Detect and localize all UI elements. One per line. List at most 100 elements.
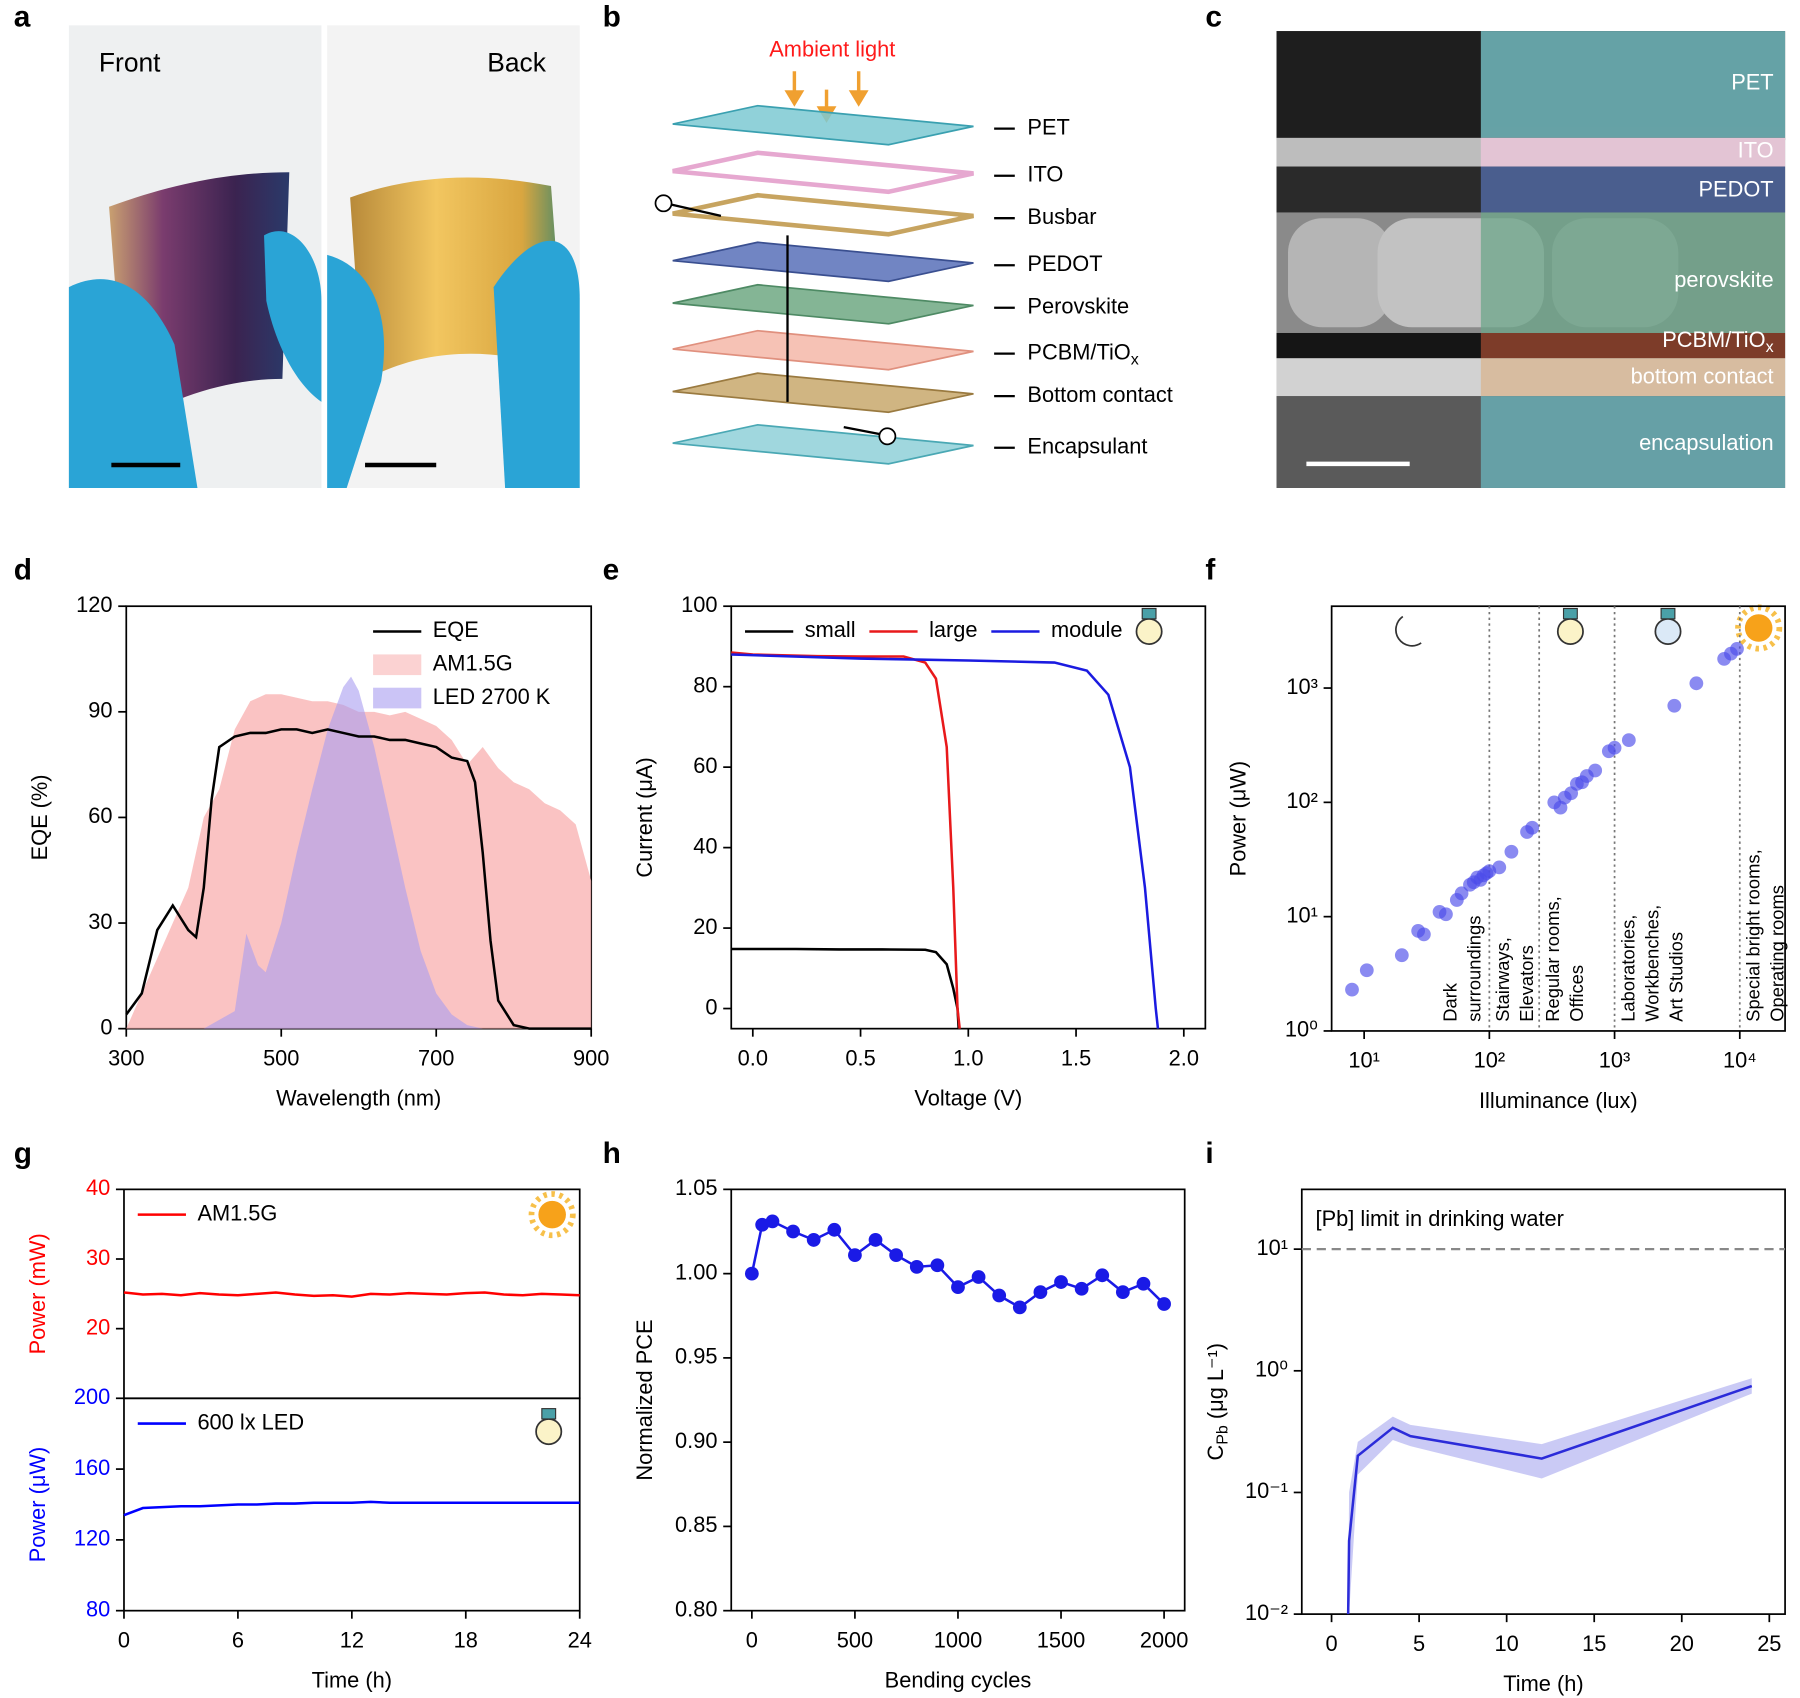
panel-label: i bbox=[1205, 1137, 1213, 1170]
panel-label: c bbox=[1205, 0, 1222, 33]
legend-swatch bbox=[373, 654, 422, 676]
legend-label: small bbox=[805, 617, 856, 642]
light-label: Ambient light bbox=[769, 36, 895, 61]
marker bbox=[806, 1233, 821, 1247]
x-tick-label: 0 bbox=[746, 1627, 758, 1652]
point bbox=[1454, 886, 1469, 901]
layer-label: Perovskite bbox=[1027, 294, 1129, 319]
layer bbox=[672, 283, 974, 325]
marker bbox=[848, 1248, 862, 1262]
line bbox=[123, 1500, 580, 1517]
legend-label: module bbox=[1051, 617, 1123, 642]
y-axis-label: Normalized PCE bbox=[632, 1319, 657, 1480]
y-tick-label: 100 bbox=[681, 592, 717, 617]
icon bbox=[528, 604, 1783, 1446]
cross-section: PET ITO PEDOT perovskite PCBM/TiOx bottom con… bbox=[1276, 31, 1786, 488]
chart: 20 30 40 Power (mW) AM1.5G bbox=[25, 1175, 581, 1400]
panel-label: d bbox=[14, 554, 32, 587]
x-tick-label: 10² bbox=[1474, 1048, 1506, 1073]
zone-label: Offices bbox=[1566, 965, 1587, 1022]
y-tick-label: 80 bbox=[86, 1596, 110, 1621]
y-tick-label: 10⁰ bbox=[1285, 1017, 1318, 1042]
chart: 300 500 700 900 0 30 60 90 120 Wavelength (nm) EQE… bbox=[27, 592, 609, 1111]
chart: 10¹ 10² 10³ 10⁴ 10⁰ 10¹ 10² 10³ Illuminance (lux… bbox=[1226, 605, 1788, 1113]
marker bbox=[889, 1248, 904, 1262]
point bbox=[1525, 820, 1540, 835]
x-tick-label: 2.0 bbox=[1169, 1045, 1199, 1070]
x-axis-label: Wavelength (nm) bbox=[276, 1086, 441, 1111]
x-axis-label: Bending cycles bbox=[885, 1668, 1032, 1693]
y-tick-label: 10⁰ bbox=[1255, 1357, 1288, 1382]
marker bbox=[1095, 1268, 1110, 1283]
legend-label: 600 lx LED bbox=[197, 1409, 304, 1434]
marker bbox=[765, 1214, 780, 1229]
marker bbox=[827, 1222, 842, 1237]
point bbox=[1621, 733, 1636, 748]
y-tick-label: 30 bbox=[88, 909, 112, 934]
layer-label: PCBM/TiOx bbox=[1662, 327, 1773, 356]
x-tick-label: 0.0 bbox=[738, 1045, 768, 1070]
layer-label: PET bbox=[1731, 70, 1773, 95]
y-tick-label: 40 bbox=[693, 833, 717, 858]
marker bbox=[1054, 1275, 1068, 1289]
layer bbox=[672, 423, 974, 465]
chart: 0.0 0.5 1.0 1.5 2.0 0 20 40 60 80 100 Voltage (V) Cu… bbox=[632, 592, 1207, 1111]
point bbox=[1345, 982, 1359, 997]
layer-label: PEDOT bbox=[1027, 251, 1102, 276]
layer-label: PCBM/TiOx bbox=[1027, 339, 1138, 368]
x-tick-label: 500 bbox=[837, 1627, 873, 1652]
point bbox=[1667, 698, 1682, 713]
marker bbox=[1033, 1285, 1048, 1300]
y-axis-label: Power (mW) bbox=[25, 1233, 50, 1354]
marker bbox=[1157, 1297, 1171, 1311]
y-tick-label: 120 bbox=[74, 1526, 110, 1551]
x-tick-label: 0 bbox=[1325, 1631, 1337, 1656]
panel-label: e bbox=[603, 554, 620, 587]
legend-label: EQE bbox=[433, 617, 479, 642]
marker bbox=[1136, 1276, 1151, 1291]
y-tick-label: 30 bbox=[86, 1245, 110, 1270]
legend-label: AM1.5G bbox=[433, 651, 513, 676]
point bbox=[1504, 844, 1519, 859]
chart: 0 500 1000 1500 2000 0.80 0.85 0.90 0.95 1.00 1.05… bbox=[632, 1175, 1188, 1692]
y-tick-label: 90 bbox=[88, 698, 112, 723]
plot-frame bbox=[730, 1188, 1186, 1612]
y-tick-label: 40 bbox=[86, 1175, 110, 1200]
x-tick-label: 0 bbox=[118, 1627, 130, 1652]
x-tick-label: 1.5 bbox=[1061, 1045, 1091, 1070]
panel-label: b bbox=[603, 0, 621, 33]
x-tick-label: 6 bbox=[232, 1627, 244, 1652]
panel-label: f bbox=[1205, 554, 1215, 587]
layer-label: Busbar bbox=[1027, 204, 1096, 229]
y-tick-label: 20 bbox=[86, 1314, 110, 1339]
reference-label: [Pb] limit in drinking water bbox=[1316, 1206, 1564, 1231]
point bbox=[1359, 963, 1374, 978]
x-tick-label: 25 bbox=[1757, 1631, 1781, 1656]
y-tick-label: 0.95 bbox=[675, 1344, 717, 1369]
marker bbox=[1115, 1285, 1130, 1300]
y-tick-label: 10⁻² bbox=[1245, 1600, 1288, 1625]
x-tick-label: 10³ bbox=[1599, 1048, 1631, 1073]
layer bbox=[672, 241, 974, 283]
marker bbox=[744, 1266, 759, 1281]
x-tick-label: 10⁴ bbox=[1723, 1048, 1757, 1073]
zone-label: Regular rooms, bbox=[1542, 896, 1563, 1022]
x-tick-label: 700 bbox=[418, 1045, 454, 1070]
line bbox=[750, 1220, 1165, 1309]
zone-label: Dark bbox=[1439, 982, 1460, 1022]
zone-label: Stairways, bbox=[1492, 937, 1513, 1022]
y-tick-label: 0.80 bbox=[675, 1596, 717, 1621]
wire bbox=[843, 425, 880, 436]
y-axis-label: Current (μA) bbox=[632, 757, 657, 877]
layer-label: ITO bbox=[1027, 161, 1063, 186]
line bbox=[123, 1291, 580, 1298]
marker bbox=[971, 1270, 986, 1284]
y-tick-label: 120 bbox=[76, 592, 112, 617]
line bbox=[731, 653, 1160, 1029]
x-tick-label: 20 bbox=[1670, 1631, 1694, 1656]
y-tick-label: 0.90 bbox=[675, 1428, 717, 1453]
marker bbox=[930, 1258, 945, 1273]
label-part: C bbox=[1203, 1445, 1228, 1461]
line bbox=[731, 651, 961, 1029]
